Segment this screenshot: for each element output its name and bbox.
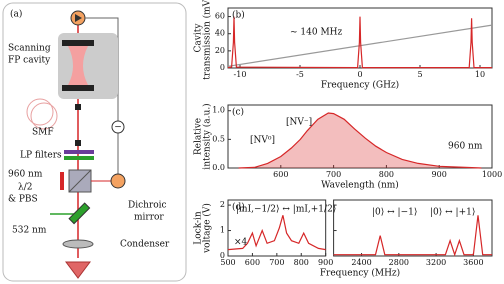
diagram-label: λ/2 [18,183,32,193]
annotation: [NV⁰] [250,136,275,146]
x-tick-label: 700 [269,258,284,267]
plot-frame [227,104,493,169]
x-tick-label: 800 [294,258,309,267]
diagram-frame [2,2,187,282]
x-tick-label: 900 [432,170,447,179]
pbs-diagonal [68,169,92,193]
fiber-loop [30,102,58,130]
x-tick-label: 600 [273,170,288,179]
panel-label: (a) [10,9,22,20]
fiber-loop [26,98,54,126]
y-tick-label: 0 [220,251,225,260]
diamond [65,261,91,279]
diagram-label: & PBS [8,195,38,205]
setup-diagram: (a) Scanning FP cavity SMF LP filters 96… [2,2,187,282]
x-tick-label: 5 [417,70,422,79]
diagram-label: − [114,123,122,133]
sum-node [111,120,125,134]
x-axis-label: Frequency (GHz) [321,80,399,91]
x-axis-label: Frequency (MHz) [320,268,400,279]
diagram-label: mirror [134,213,164,223]
cavity-mirror [62,85,94,91]
y-axis-label: voltage (V) [202,203,213,254]
y-tick-label: 40 [215,29,225,38]
x-tick-label: 700 [326,170,341,179]
y-tick-label: 1 [220,226,225,235]
x-tick-label: 900 [318,258,333,267]
x-tick-label: 800 [379,170,394,179]
fiber-coupler [75,140,81,146]
detector [110,173,126,189]
x-tick-label: 500 [220,258,235,267]
line [227,16,492,69]
panel-label: (c) [232,107,244,118]
diagram-label: Dichroic [128,201,167,211]
plot-frame [333,199,493,257]
diagram-label: LP filters [20,151,62,161]
x-axis-label: Wavelength (nm) [321,180,399,191]
filter [64,156,94,160]
diagram-label: SMF [32,128,54,138]
detector-icon [75,14,82,22]
line [333,215,492,257]
annotation: ×4 [234,238,248,248]
line [227,215,326,251]
y-tick-label: 2 [220,200,225,209]
annotation: |mI,−1/2⟩ ↔ |mI,+1/2⟩ [236,205,336,215]
diagram-label: Scanning [8,44,51,54]
fiber-coupler [75,104,81,110]
y-tick-label: 0.5 [212,134,225,143]
x-tick-label: 3200 [426,258,446,267]
cavity-mode [68,46,88,85]
x-tick-label: -10 [234,70,247,79]
diagram-label: 532 nm [12,226,47,236]
annotation: [NV⁻] [286,118,312,128]
y-tick-label: 0.0 [212,163,225,172]
waveplate [60,172,64,190]
x-tick-label: 600 [245,258,260,267]
filter [64,150,94,154]
x-tick-label: 3600 [463,258,483,267]
y-tick-label: 1.0 [212,106,225,115]
x-tick-label: -5 [296,70,304,79]
diagram-label: 960 nm [8,170,43,180]
y-axis-label: Lock-in [194,211,204,245]
annotation: 960 nm [448,142,483,152]
condenser-lens [62,239,94,249]
panel-label: (d) [232,202,245,213]
annotation: ~ 140 MHz [290,28,343,38]
cavity-mirror [62,40,94,46]
y-axis-label: intensity (a.u.) [202,103,213,169]
area [238,112,482,169]
x-tick-label: 0 [357,70,362,79]
y-axis-label: Cavity [194,23,204,53]
y-axis-label: transmission (mV) [202,0,213,80]
diagram-label: Condenser [120,240,170,250]
dichroic [68,202,91,225]
y-tick-label: 20 [215,46,225,55]
panel-label: (b) [232,10,245,21]
x-tick-label: 1000 [482,170,502,179]
x-tick-label: 2400 [351,258,371,267]
diagram-label: FP cavity [8,56,51,66]
line [227,24,493,67]
y-tick-label: 0 [220,63,225,72]
y-axis-label: Relative [194,118,204,155]
x-tick-label: 2800 [389,258,409,267]
annotation: |0⟩ ↔ |−1⟩ [372,208,417,218]
x-tick-label: 10 [475,70,485,79]
y-tick-label: 60 [215,12,225,21]
annotation: |0⟩ ↔ |+1⟩ [430,208,475,218]
